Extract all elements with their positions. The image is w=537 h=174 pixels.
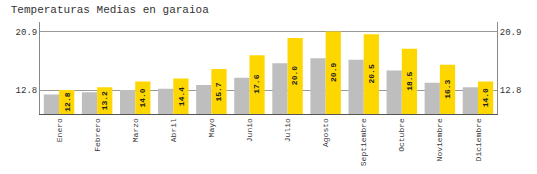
svg-text:16.3: 16.3 [443, 79, 452, 98]
svg-text:18.5: 18.5 [405, 71, 414, 90]
svg-text:13.2: 13.2 [100, 91, 109, 110]
svg-text:Junio: Junio [245, 118, 254, 142]
svg-text:20.9: 20.9 [16, 28, 38, 38]
svg-text:14.0: 14.0 [481, 88, 490, 107]
svg-text:14.0: 14.0 [138, 88, 147, 107]
svg-text:Abril: Abril [169, 118, 178, 142]
svg-text:Julio: Julio [283, 118, 292, 142]
svg-text:20.5: 20.5 [367, 64, 376, 83]
svg-text:12.8: 12.8 [500, 86, 522, 96]
svg-text:Temperaturas Medias en garaioa: Temperaturas Medias en garaioa [11, 4, 209, 16]
svg-text:Octubre: Octubre [397, 118, 406, 152]
svg-text:20.9: 20.9 [500, 28, 522, 38]
svg-text:20.9: 20.9 [329, 63, 338, 82]
svg-text:Mayo: Mayo [207, 118, 216, 137]
svg-text:Agosto: Agosto [321, 118, 330, 147]
svg-text:14.4: 14.4 [177, 87, 186, 106]
svg-text:Noviembre: Noviembre [435, 118, 444, 161]
svg-text:Marzo: Marzo [131, 118, 140, 142]
svg-text:17.6: 17.6 [252, 74, 261, 93]
svg-text:Septiembre: Septiembre [359, 118, 368, 166]
svg-text:12.8: 12.8 [63, 92, 72, 111]
svg-text:20.0: 20.0 [290, 66, 299, 85]
svg-text:Febrero: Febrero [93, 118, 102, 152]
svg-text:15.7: 15.7 [214, 82, 223, 101]
svg-text:12.8: 12.8 [16, 86, 38, 96]
svg-text:Diciembre: Diciembre [474, 118, 483, 161]
svg-text:Enero: Enero [55, 118, 64, 142]
